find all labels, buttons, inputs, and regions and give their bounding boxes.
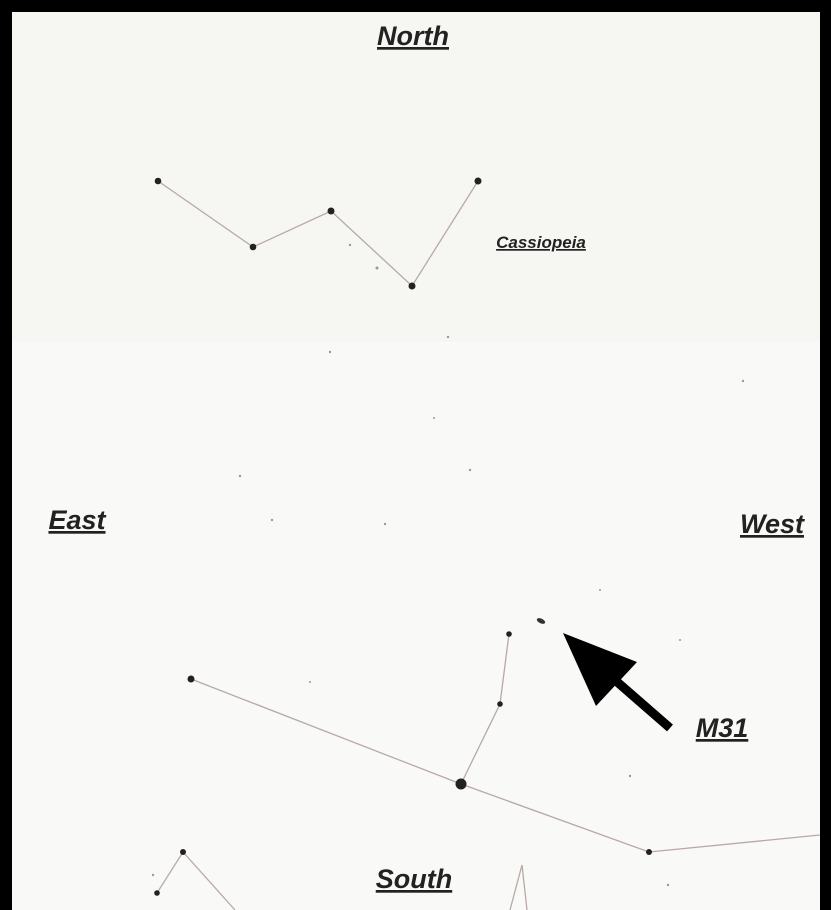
constellation-label: Cassiopeia [496, 233, 586, 252]
m31-galaxy [536, 618, 546, 624]
arrow [563, 633, 673, 732]
north-label: North [377, 21, 449, 51]
cassiopeia-stars [154, 177, 482, 290]
faint-stars [151, 243, 745, 887]
target-label: M31 [696, 713, 749, 743]
south-label: South [376, 864, 452, 894]
andromeda-stars [154, 631, 652, 896]
east-label: East [48, 505, 106, 535]
haze [12, 12, 820, 342]
west-label: West [740, 509, 805, 539]
